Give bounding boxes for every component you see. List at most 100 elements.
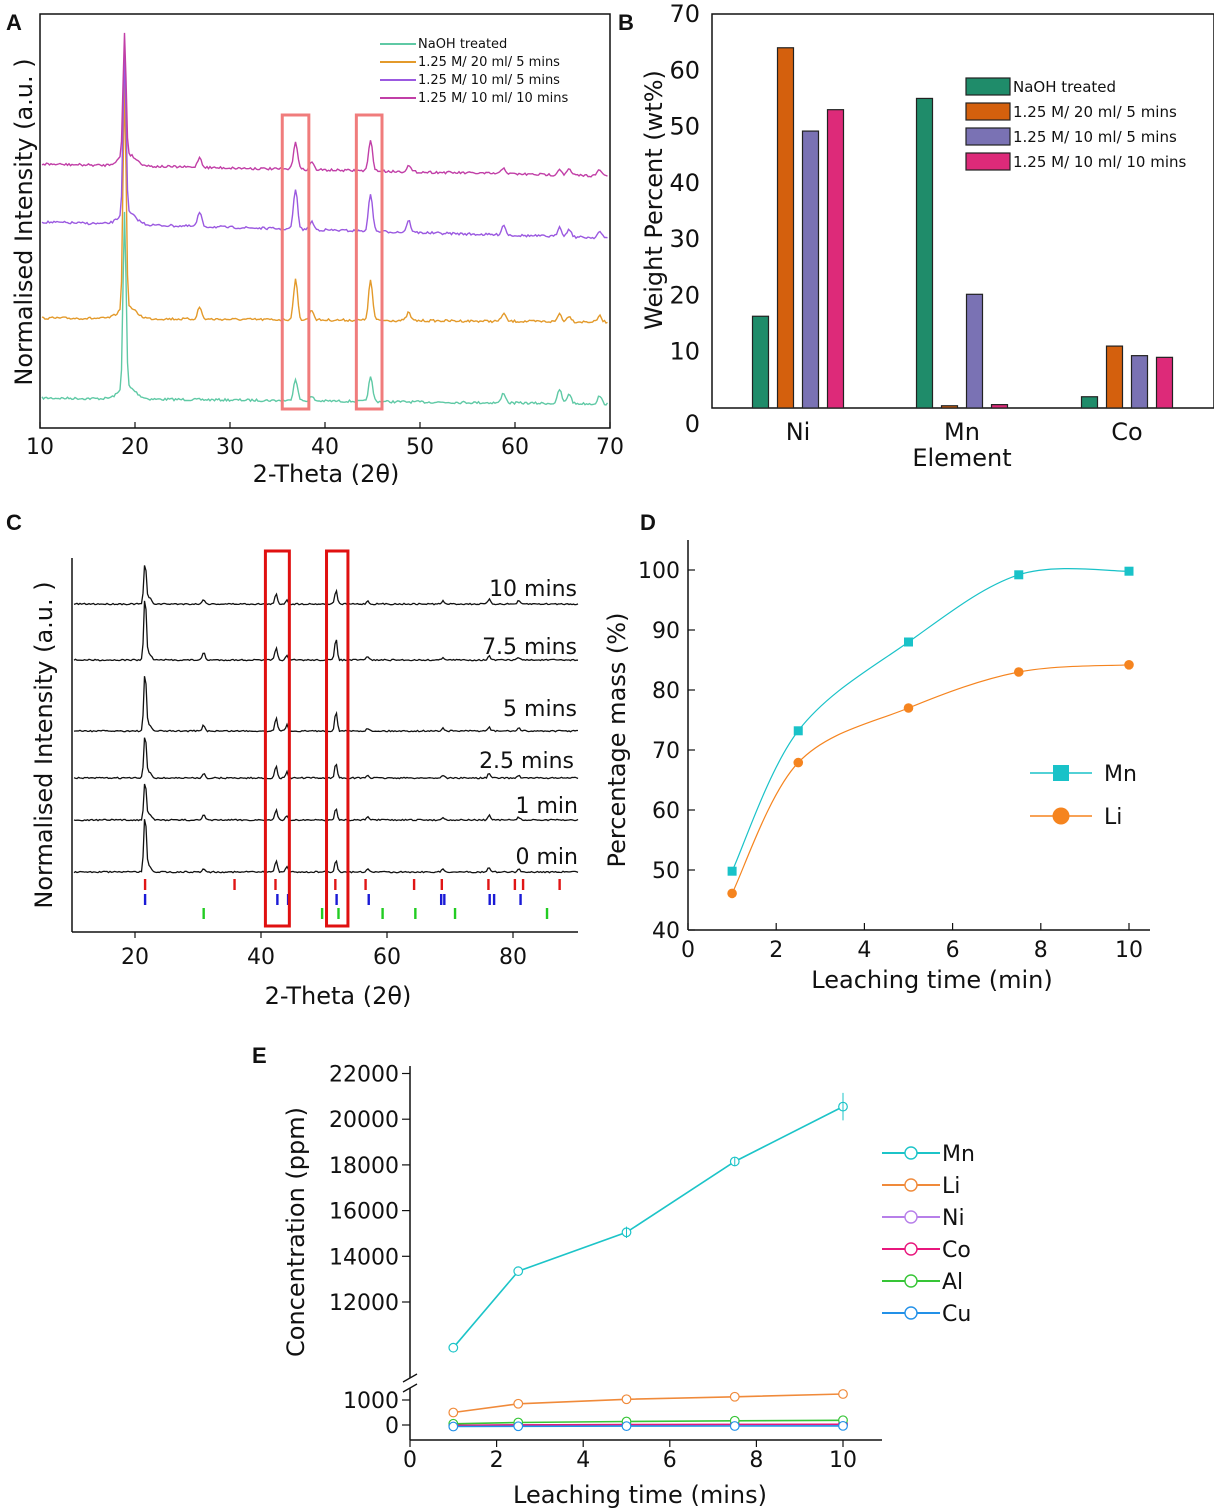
panel-c-trace-label: 1 min — [516, 794, 578, 819]
panel-a-trace-1 — [41, 211, 609, 406]
panel-d-point — [1124, 660, 1134, 670]
panel-b-bar — [1130, 355, 1149, 409]
panel-e-point — [729, 1421, 740, 1431]
panel-c-reference-tick — [440, 879, 444, 890]
panel-c-x-tick-label: 20 — [121, 945, 149, 970]
panel-d-series — [727, 566, 1134, 899]
panel-c-trace-label: 5 mins — [503, 697, 577, 722]
panel-b-legend-label: 1.25 M/ 10 ml/ 5 mins — [1013, 128, 1177, 146]
panel-b-x-tick-label: Co — [1111, 418, 1142, 446]
panel-c-reference-tick — [519, 894, 522, 905]
panel-e-legend-label: Al — [942, 1270, 963, 1295]
panel-a-x-tick-label: 70 — [596, 435, 624, 460]
panel-e-point — [838, 1389, 848, 1399]
panel-d-point — [1014, 570, 1024, 580]
panel-d-x-tick-label: 8 — [1034, 938, 1048, 963]
panel-e-x-tick-label: 4 — [576, 1448, 590, 1473]
panel-b-legend-label: 1.25 M/ 10 ml/ 10 mins — [1013, 153, 1187, 171]
panel-c-reference-tick — [337, 908, 340, 919]
panel-b-legend-label: NaOH treated — [1013, 78, 1116, 96]
panel-c-reference-tick — [320, 908, 324, 919]
panel-d-y-tick-label: 70 — [652, 739, 680, 764]
panel-c-x-tick-label: 80 — [499, 945, 527, 970]
panel-e-legend-label: Co — [942, 1238, 971, 1263]
panel-d: D 0 2 4 6 8 10 40 50 60 70 80 90 100 Leaching time (… — [603, 510, 1150, 994]
panel-e-y-tick-label: 12000 — [329, 1291, 399, 1316]
panel-e-line-al — [453, 1419, 844, 1425]
panel-e-y-tick-label: 0 — [385, 1414, 399, 1439]
panel-b-legend: NaOH treated 1.25 M/ 20 ml/ 5 mins 1.25 M/… — [965, 77, 1187, 171]
panel-e-axis-break-mark-2 — [402, 1383, 418, 1393]
panel-e-legend-marker — [904, 1274, 918, 1288]
panel-b-bar — [776, 47, 795, 409]
panel-e-series — [448, 1092, 848, 1432]
panel-b-x-tick-label: Ni — [786, 418, 811, 446]
panel-d-y-tick-label: 60 — [652, 799, 680, 824]
panel-b-y-tick-label: 70 — [669, 0, 700, 28]
panel-c-reference-tick — [453, 908, 457, 919]
panel-e-x-tick-label: 6 — [663, 1448, 677, 1473]
panel-b-label: B — [618, 10, 634, 35]
panel-d-x-tick-label: 10 — [1115, 938, 1143, 963]
panel-c-reference-tick — [364, 879, 367, 890]
panel-e-point — [621, 1421, 632, 1432]
panel-a-highlight-box — [354, 113, 384, 411]
panel-b-bar — [1080, 396, 1099, 409]
panel-c-reference-tick — [439, 894, 443, 905]
panel-d-y-tick-label: 90 — [652, 619, 680, 644]
panel-b-frame — [711, 13, 1214, 409]
panel-b-y-tick-label: 40 — [669, 169, 700, 197]
panel-b-legend-swatch — [965, 152, 1011, 171]
panel-a-legend-label: 1.25 M/ 10 ml/ 5 mins — [418, 73, 560, 88]
panel-b-y-ticks: 0 10 20 30 40 50 60 70 — [669, 0, 700, 438]
panel-e-y-tick-label: 22000 — [329, 1063, 399, 1088]
panel-c-x-label: 2-Theta (2θ) — [265, 982, 412, 1010]
panel-b-bar — [990, 404, 1009, 409]
panel-a-trace-3 — [41, 52, 608, 240]
panel-c-trace-label: 2.5 mins — [479, 749, 574, 774]
panel-b-bars — [751, 47, 1174, 409]
panel-c-reference-tick — [335, 894, 338, 905]
panel-b-bar — [940, 405, 959, 409]
panel-c-reference-tick — [414, 908, 417, 919]
panel-c-reference-tick — [545, 908, 549, 919]
panel-c: C 10 mins 7.5 mins 5 mins 2.5 mins 1 min 0 mi… — [6, 510, 579, 1010]
panel-d-point — [1124, 566, 1134, 576]
panel-e-point — [513, 1266, 524, 1277]
panel-a-x-tick-label: 30 — [216, 435, 244, 460]
panel-e-y-tick-label: 1000 — [343, 1389, 399, 1414]
panel-a-x-tick-label: 40 — [311, 435, 339, 460]
panel-e-legend-marker — [904, 1210, 918, 1224]
panel-a-label: A — [6, 10, 22, 35]
panel-c-label: C — [6, 510, 22, 535]
panel-e-line-cu — [453, 1425, 844, 1428]
panel-d-x-tick-label: 2 — [769, 938, 783, 963]
panel-d-x-tick-label: 4 — [857, 938, 871, 963]
panel-e-y-tick-label: 16000 — [329, 1200, 399, 1225]
panel-c-x-tick-label: 40 — [247, 945, 275, 970]
panel-b-legend-swatch — [965, 102, 1011, 121]
panel-b-y-tick-label: 0 — [685, 410, 700, 438]
panel-c-reference-tick — [143, 894, 147, 905]
panel-d-y-label: Percentage mass (%) — [603, 613, 631, 868]
panel-d-y-tick-label: 80 — [652, 679, 680, 704]
panel-e-legend-label: Mn — [942, 1142, 975, 1167]
panel-c-highlight-box — [325, 549, 350, 928]
panel-a-x-tick-label: 50 — [406, 435, 434, 460]
panel-d-point — [793, 726, 803, 736]
panel-b-bar — [751, 315, 770, 409]
panel-d-label: D — [640, 510, 656, 535]
panel-b-y-tick-label: 10 — [669, 338, 700, 366]
panel-a-legend-label: 1.25 M/ 20 ml/ 5 mins — [418, 55, 560, 70]
panel-e-legend-marker — [904, 1178, 918, 1192]
panel-a-legend: NaOH treated 1.25 M/ 20 ml/ 5 mins 1.25 M/… — [380, 37, 568, 106]
panel-e-y-tick-label: 18000 — [329, 1154, 399, 1179]
panel-e-x-tick-label: 0 — [403, 1448, 417, 1473]
panel-e-x-label: Leaching time (mins) — [513, 1481, 767, 1509]
panel-c-x-ticks: 20 40 60 80 — [121, 932, 527, 970]
panel-c-trace-label: 7.5 mins — [482, 635, 577, 660]
panel-b-y-tick-label: 20 — [669, 281, 700, 309]
panel-c-reference-tick — [412, 879, 416, 890]
panel-e-line-li — [453, 1393, 844, 1414]
panel-e-legend-label: Ni — [942, 1206, 965, 1231]
